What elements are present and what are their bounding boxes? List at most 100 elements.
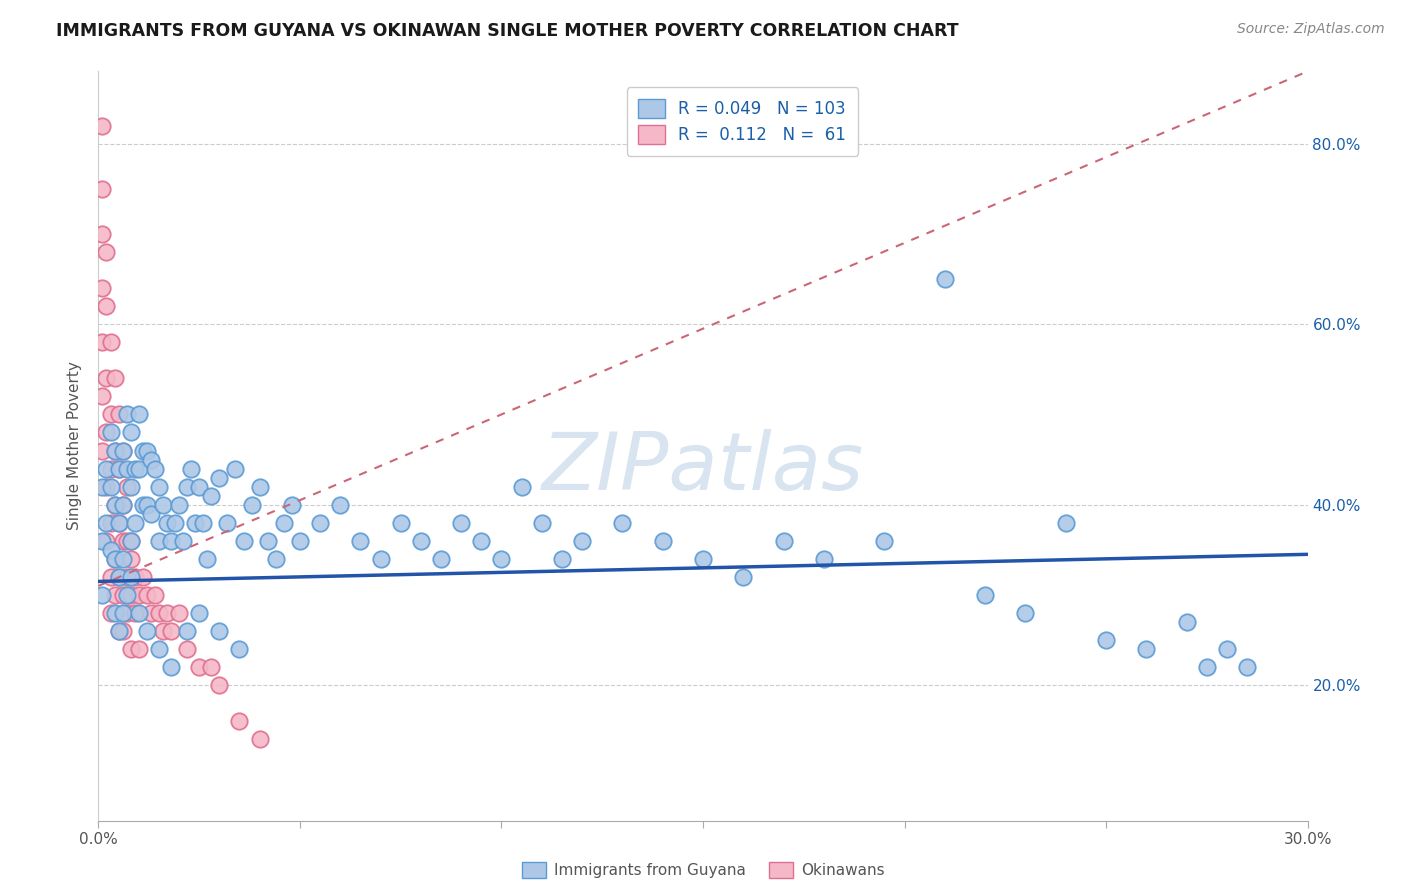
Point [91,533,114,548]
Point [1014,606,1036,620]
Point [100,461,122,475]
Point [176,642,198,657]
Point [100,542,122,557]
Point [1216,642,1239,657]
Point [120,425,142,440]
Point [96,533,118,548]
Point [96,299,118,313]
Point [273,516,295,530]
Point [107,516,129,530]
Point [172,533,194,548]
Point [135,498,157,512]
Point [184,516,207,530]
Point [96,425,118,440]
Point [91,182,114,196]
Point [107,516,129,530]
Point [156,516,179,530]
Point [91,281,114,295]
Point [288,533,311,548]
Point [139,507,162,521]
Point [100,425,122,440]
Legend: Immigrants from Guyana, Okinawans: Immigrants from Guyana, Okinawans [516,856,890,884]
Text: ZIPatlas: ZIPatlas [541,429,865,508]
Point [974,588,997,602]
Point [813,552,835,566]
Point [91,227,114,241]
Point [120,552,142,566]
Point [309,516,332,530]
Legend: R = 0.049   N = 103, R =  0.112   N =  61: R = 0.049 N = 103, R = 0.112 N = 61 [627,87,858,156]
Point [100,408,122,422]
Point [96,480,118,494]
Point [107,461,129,475]
Point [193,516,215,530]
Point [124,516,146,530]
Point [135,624,157,638]
Point [100,335,122,350]
Point [208,678,231,692]
Point [228,642,250,657]
Point [217,516,239,530]
Point [91,480,114,494]
Point [120,533,142,548]
Point [934,272,956,286]
Point [100,516,122,530]
Point [200,489,222,503]
Point [148,533,170,548]
Point [91,389,114,403]
Point [692,552,714,566]
Point [228,714,250,729]
Point [430,552,453,566]
Point [510,480,533,494]
Point [389,516,412,530]
Point [240,498,263,512]
Point [232,533,254,548]
Point [132,443,155,458]
Point [349,533,371,548]
Point [163,516,186,530]
Point [111,533,134,548]
Point [612,516,634,530]
Point [107,624,129,638]
Point [156,606,179,620]
Point [224,461,246,475]
Point [111,498,134,512]
Point [115,408,138,422]
Point [148,642,170,657]
Point [195,552,218,566]
Point [96,461,118,475]
Point [281,498,304,512]
Point [143,461,166,475]
Point [148,480,170,494]
Point [551,552,574,566]
Point [249,732,271,747]
Point [120,480,142,494]
Point [96,244,118,259]
Point [152,498,174,512]
Point [132,498,155,512]
Point [111,606,134,620]
Point [873,533,896,548]
Point [124,570,146,584]
Point [1095,633,1118,648]
Point [167,606,190,620]
Point [91,588,114,602]
Point [103,371,125,385]
Point [1135,642,1157,657]
Point [107,408,129,422]
Point [120,588,142,602]
Point [208,624,231,638]
Point [188,660,211,674]
Point [128,408,150,422]
Point [111,498,134,512]
Point [103,443,125,458]
Point [91,443,114,458]
Point [91,335,114,350]
Point [160,533,183,548]
Point [264,552,287,566]
Point [409,533,432,548]
Point [148,606,170,620]
Point [111,443,134,458]
Point [128,461,150,475]
Point [103,552,125,566]
